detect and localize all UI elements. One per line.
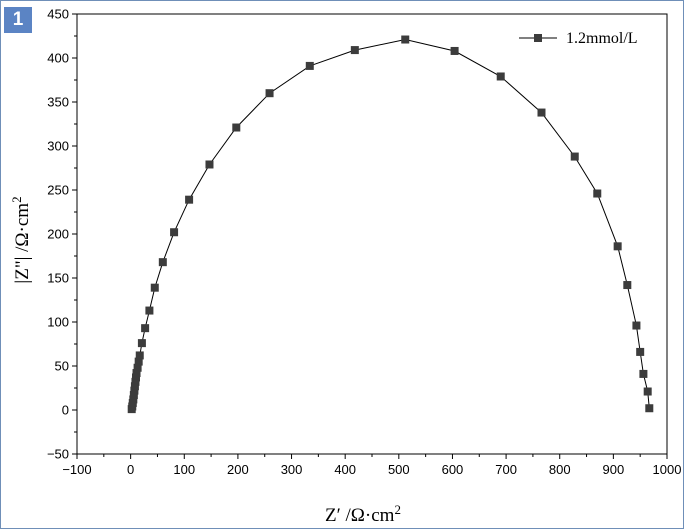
data-point (137, 339, 146, 348)
data-point (305, 61, 314, 70)
data-point (265, 89, 274, 98)
data-point (401, 35, 410, 44)
y-tick-label: 300 (47, 139, 69, 154)
x-tick-label: 700 (495, 462, 517, 477)
x-tick-label: 0 (127, 462, 134, 477)
data-point (643, 387, 652, 396)
data-point (170, 228, 179, 237)
data-point (205, 160, 214, 169)
data-point (130, 382, 139, 391)
data-point (130, 386, 139, 395)
data-point (150, 283, 159, 292)
y-tick-label: 150 (47, 271, 69, 286)
data-point (636, 347, 645, 356)
y-axis-title: |Z"| /Ω·cm2 (9, 196, 33, 283)
data-point (613, 242, 622, 251)
data-point (133, 363, 142, 372)
x-tick-label: 900 (603, 462, 625, 477)
y-tick-label: 50 (55, 359, 69, 374)
plot-area (76, 13, 668, 455)
legend-marker (534, 34, 542, 42)
data-point (450, 46, 459, 55)
y-tick-label: 200 (47, 227, 69, 242)
data-point (496, 72, 505, 81)
data-point (131, 377, 140, 386)
x-tick-label: 200 (227, 462, 249, 477)
y-tick-label: −50 (47, 447, 69, 462)
data-point (145, 306, 154, 315)
x-tick-label: −100 (62, 462, 91, 477)
y-tick-label: 100 (47, 315, 69, 330)
x-tick-label: 300 (281, 462, 303, 477)
y-tick-label: 450 (47, 7, 69, 22)
series-line (131, 38, 650, 410)
x-axis-title: Z′ /Ω·cm2 (325, 502, 401, 526)
y-tick-label: 0 (62, 403, 69, 418)
y-tick-label: 250 (47, 183, 69, 198)
data-point (129, 395, 138, 404)
data-point (570, 152, 579, 161)
panel-badge: 1 (4, 7, 32, 33)
x-tick-label: 400 (334, 462, 356, 477)
legend-label: 1.2mmol/L (566, 30, 638, 47)
data-point (141, 324, 150, 333)
data-point (135, 351, 144, 360)
data-point (134, 357, 143, 366)
data-point (645, 404, 654, 413)
x-tick-label: 500 (388, 462, 410, 477)
data-point (350, 46, 359, 55)
data-point (185, 195, 194, 204)
data-point (132, 373, 140, 382)
x-tick-label: 1000 (653, 462, 682, 477)
data-point (132, 369, 141, 378)
x-tick-label: 800 (549, 462, 571, 477)
data-point (639, 369, 648, 378)
data-point (623, 281, 632, 290)
x-tick-label: 600 (442, 462, 464, 477)
data-point (232, 123, 241, 132)
y-tick-label: 350 (47, 95, 69, 110)
data-point (129, 391, 138, 400)
data-point (632, 321, 641, 330)
data-point (593, 189, 602, 198)
x-tick-label: 100 (173, 462, 195, 477)
data-point (158, 258, 167, 267)
data-point (537, 108, 546, 117)
y-tick-label: 400 (47, 51, 69, 66)
